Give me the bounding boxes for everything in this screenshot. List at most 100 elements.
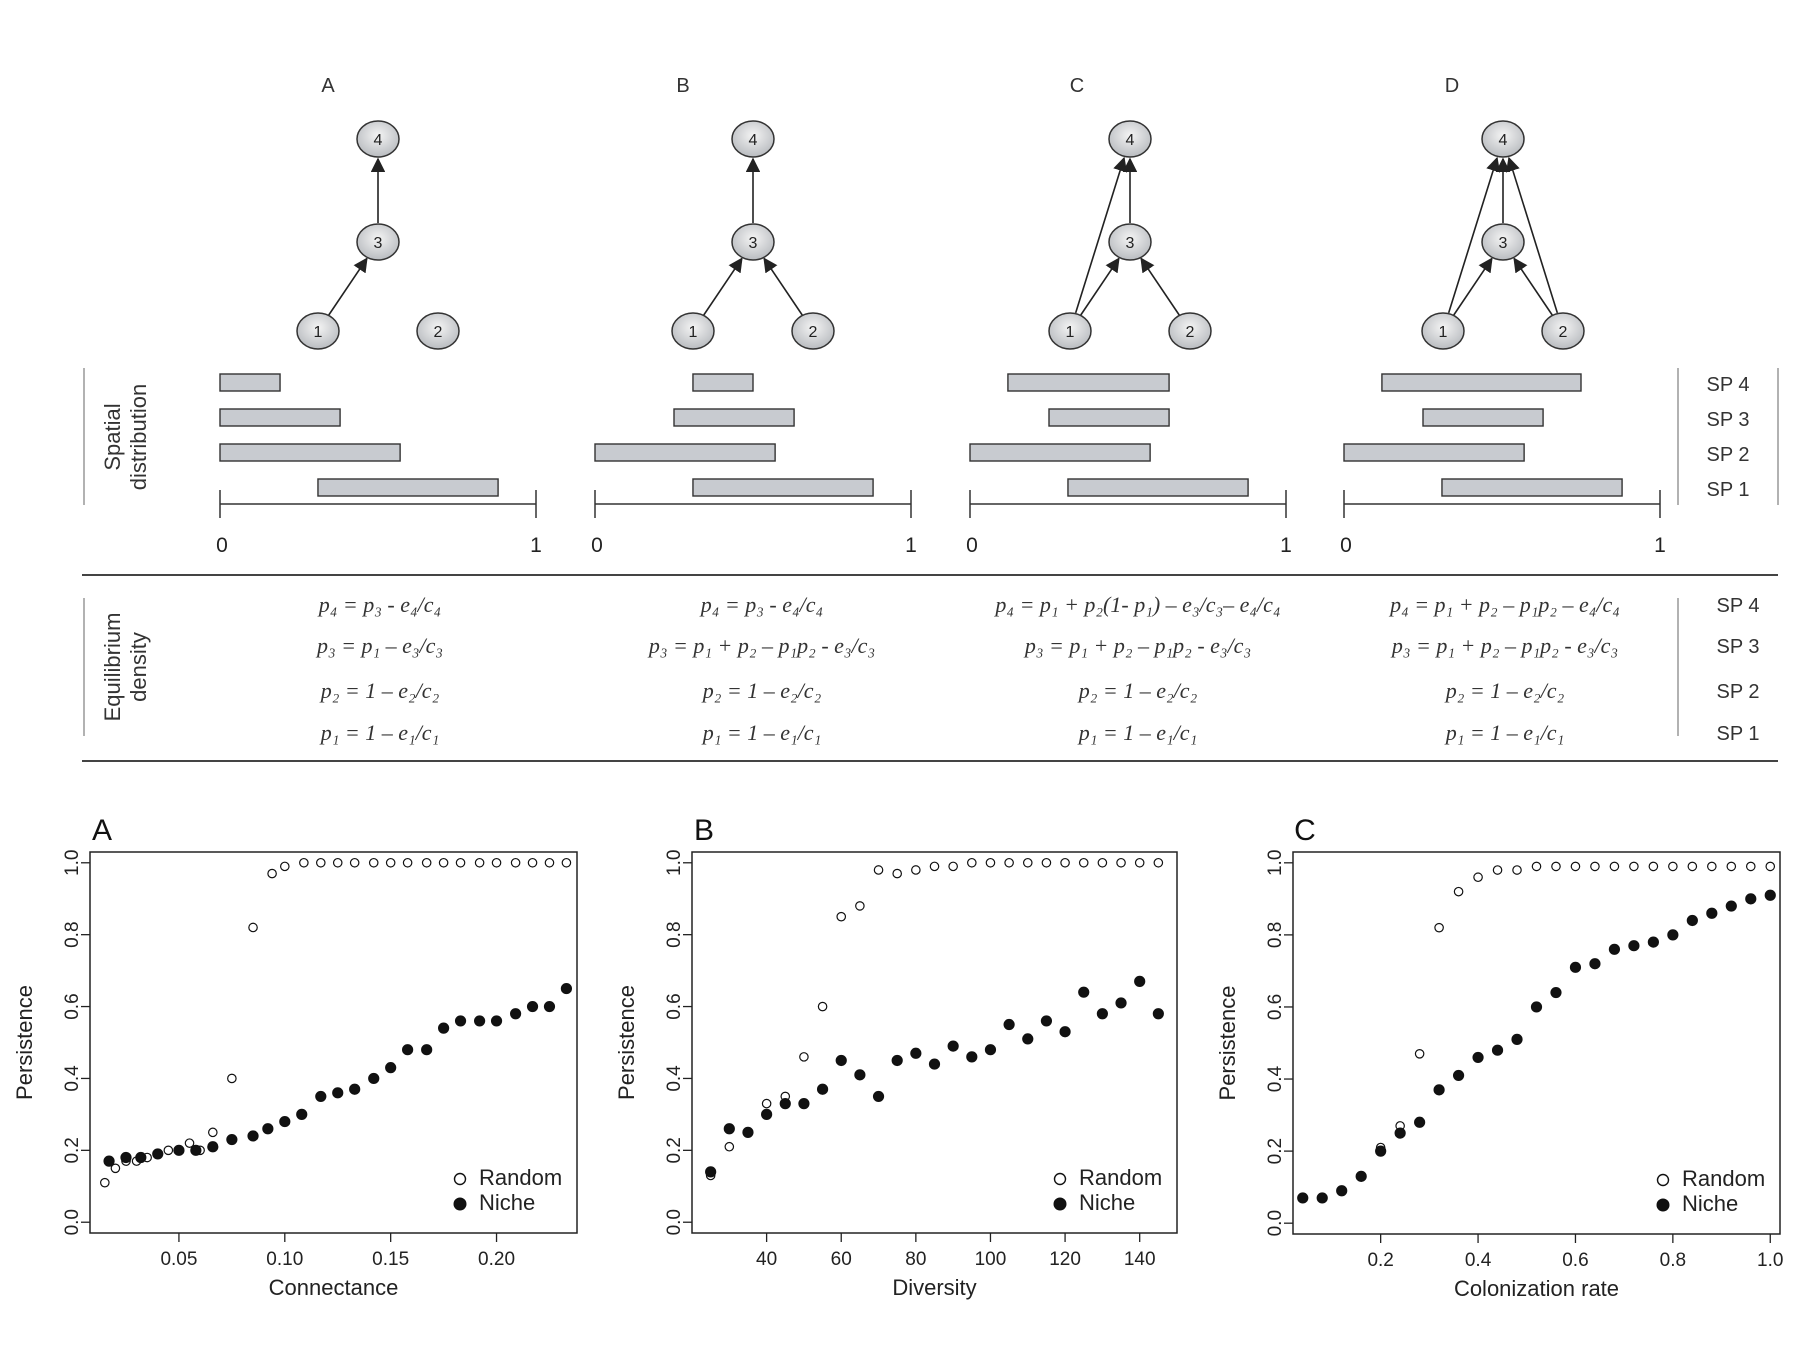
range-axis-min-label: 0 — [1340, 534, 1352, 557]
food-web-d: 1 2 3 4 — [1421, 120, 1585, 350]
range-bar-sp1 — [1441, 478, 1623, 497]
data-point-niche — [723, 1123, 735, 1135]
data-point-niche — [1667, 929, 1679, 941]
data-point-niche — [1706, 907, 1718, 919]
data-point-niche — [1433, 1084, 1445, 1096]
chart-b: B 40 60 80 100 120 140 0.0 0.2 0.4 0.6 0.8 1.0 Divers… — [614, 814, 1178, 1300]
data-point-niche — [928, 1058, 941, 1070]
species-node-label-2: 2 — [1559, 324, 1568, 341]
data-point-random — [1097, 857, 1108, 868]
data-point-niche — [279, 1115, 291, 1128]
data-point-niche — [1336, 1185, 1348, 1197]
food-web-b: 1 2 3 4 — [671, 120, 835, 350]
species-node-4 — [1108, 120, 1152, 158]
species-node-label-4: 4 — [1499, 132, 1508, 149]
data-point-niche — [1096, 1008, 1108, 1020]
legend-label-random: Random — [1079, 1165, 1162, 1190]
y-tick-label: 0.8 — [1265, 922, 1286, 948]
x-tick-label: 0.15 — [372, 1249, 409, 1270]
equilibrium-row-label-line2: density — [126, 632, 151, 702]
y-axis-label: Persistence — [12, 985, 37, 1100]
data-point-random — [368, 857, 379, 868]
species-node-label-1: 1 — [314, 324, 323, 341]
species-node-3 — [1108, 223, 1152, 261]
data-point-random — [1434, 922, 1444, 933]
series-random — [100, 857, 572, 1188]
data-point-niche — [120, 1151, 132, 1164]
plot-frame — [1292, 851, 1781, 1235]
data-point-niche — [705, 1166, 717, 1178]
data-point-random — [491, 857, 502, 868]
food-web-diagrams: 1 2 3 4 1 2 3 4 1 2 3 4 1 2 3 4 — [296, 120, 1585, 350]
data-point-random — [1745, 861, 1756, 872]
data-point-niche — [1472, 1051, 1484, 1064]
food-web-edge-2-4 — [1505, 156, 1559, 314]
data-point-niche — [385, 1062, 397, 1074]
y-tick-label: 0.8 — [664, 921, 685, 947]
data-point-random — [892, 868, 902, 879]
data-point-niche — [1022, 1033, 1034, 1045]
panel-letter-c: C — [1070, 75, 1084, 97]
data-point-niche — [190, 1144, 202, 1156]
series-random — [1297, 861, 1776, 1203]
legend-marker-niche — [1053, 1197, 1067, 1211]
data-point-niche — [1764, 889, 1776, 901]
panel-letter-b: B — [676, 75, 689, 97]
species-node-1 — [671, 312, 715, 350]
x-tick-label: 100 — [975, 1249, 1007, 1270]
y-tick-label: 0.6 — [1265, 994, 1286, 1020]
x-tick-label: 1.0 — [1757, 1250, 1783, 1271]
plot-frame — [89, 851, 578, 1234]
range-bar-sp4 — [219, 373, 281, 392]
y-tick-label: 0.4 — [664, 1065, 685, 1092]
species-node-3 — [356, 223, 400, 261]
data-point-random — [455, 857, 466, 868]
data-point-niche — [490, 1015, 503, 1027]
range-bar-sp4 — [1381, 373, 1582, 392]
food-web-edge-1-3 — [327, 257, 368, 316]
species-label-sp1: SP 1 — [1707, 479, 1750, 501]
food-web-edge-1-3 — [702, 257, 743, 316]
y-tick-label: 0.4 — [1265, 1065, 1286, 1092]
data-point-random — [527, 857, 538, 868]
data-point-random — [332, 857, 343, 868]
data-point-niche — [526, 1000, 539, 1013]
data-point-niche — [761, 1108, 773, 1120]
species-node-3 — [731, 223, 775, 261]
plot-frame — [691, 851, 1178, 1234]
data-point-random — [402, 857, 413, 868]
data-point-niche — [1511, 1033, 1523, 1045]
data-point-niche — [543, 1000, 556, 1013]
data-point-niche — [872, 1090, 885, 1103]
legend-marker-random — [1656, 1173, 1670, 1187]
data-point-random — [967, 857, 977, 868]
data-point-niche — [173, 1144, 185, 1156]
data-point-niche — [474, 1015, 486, 1027]
data-point-random — [438, 857, 449, 868]
x-tick-label: 0.6 — [1562, 1250, 1588, 1271]
data-point-random — [817, 1001, 828, 1012]
data-point-random — [724, 1141, 735, 1152]
range-bar-sp4 — [692, 373, 754, 392]
data-point-niche — [1530, 1001, 1543, 1013]
data-point-random — [1765, 861, 1776, 872]
data-point-random — [985, 857, 996, 868]
data-point-niche — [1569, 961, 1582, 973]
chart-c: C 0.2 0.4 0.6 0.8 1.0 0.0 0.2 0.4 0.6 0.8 1.0 Coloni… — [1215, 814, 1783, 1301]
equation-d-sp1: p₁ = 1 – e₁/c₁ — [1444, 720, 1564, 745]
data-point-random — [184, 1138, 195, 1148]
eq-species-label-sp3: SP 3 — [1717, 636, 1760, 658]
data-point-random — [1551, 861, 1561, 872]
species-node-2 — [1168, 312, 1212, 350]
data-point-random — [227, 1073, 237, 1084]
y-tick-label: 0.0 — [1265, 1210, 1286, 1236]
data-point-niche — [1647, 936, 1659, 948]
data-point-random — [1134, 857, 1145, 868]
data-point-random — [279, 861, 290, 872]
